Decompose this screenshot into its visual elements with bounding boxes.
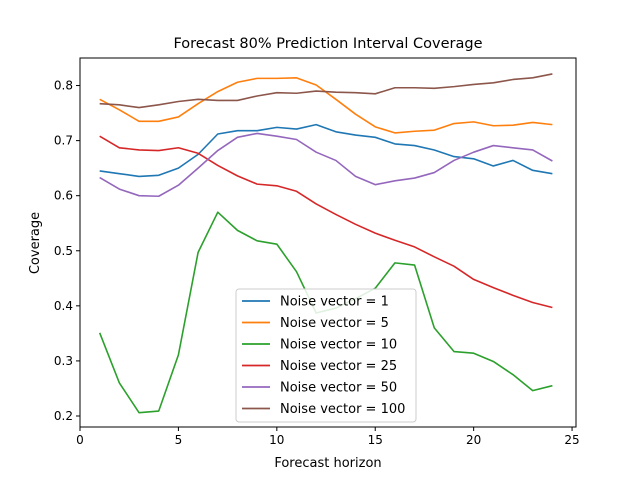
x-axis-label: Forecast horizon bbox=[274, 456, 381, 471]
legend-label-5: Noise vector = 100 bbox=[280, 402, 405, 417]
y-tick-label: 0.8 bbox=[54, 79, 73, 93]
y-tick-label: 0.5 bbox=[54, 244, 73, 258]
legend-label-0: Noise vector = 1 bbox=[280, 295, 389, 310]
y-tick-label: 0.3 bbox=[54, 354, 73, 368]
chart-title: Forecast 80% Prediction Interval Coverag… bbox=[173, 36, 482, 52]
y-tick-label: 0.7 bbox=[54, 134, 73, 148]
legend-box bbox=[235, 288, 417, 423]
y-tick-label: 0.4 bbox=[54, 299, 73, 313]
x-tick-label: 10 bbox=[269, 433, 284, 447]
series-line-0 bbox=[99, 123, 553, 178]
y-axis-label: Coverage bbox=[28, 212, 43, 274]
x-tick-label: 5 bbox=[175, 433, 183, 447]
legend-label-1: Noise vector = 5 bbox=[280, 316, 389, 331]
legend-label-4: Noise vector = 50 bbox=[280, 381, 397, 396]
x-tick-label: 15 bbox=[368, 433, 383, 447]
legend-label-3: Noise vector = 25 bbox=[280, 359, 397, 374]
y-tick-label: 0.6 bbox=[54, 189, 73, 203]
x-ticks: 0 5 10 15 20 25 bbox=[76, 427, 580, 447]
legend: Noise vector = 1 Noise vector = 5 Noise ve… bbox=[235, 288, 417, 423]
x-tick-label: 0 bbox=[76, 433, 84, 447]
x-tick-label: 20 bbox=[466, 433, 481, 447]
legend-label-2: Noise vector = 10 bbox=[280, 338, 397, 353]
series-line-5 bbox=[99, 73, 553, 109]
series-line-3 bbox=[99, 135, 553, 309]
x-tick-label: 25 bbox=[564, 433, 579, 447]
y-tick-label: 0.2 bbox=[54, 409, 73, 423]
y-ticks: 0.2 0.3 0.4 0.5 0.6 0.7 0.8 bbox=[54, 79, 80, 423]
series-line-4 bbox=[99, 132, 553, 198]
axes-frame bbox=[79, 57, 577, 428]
